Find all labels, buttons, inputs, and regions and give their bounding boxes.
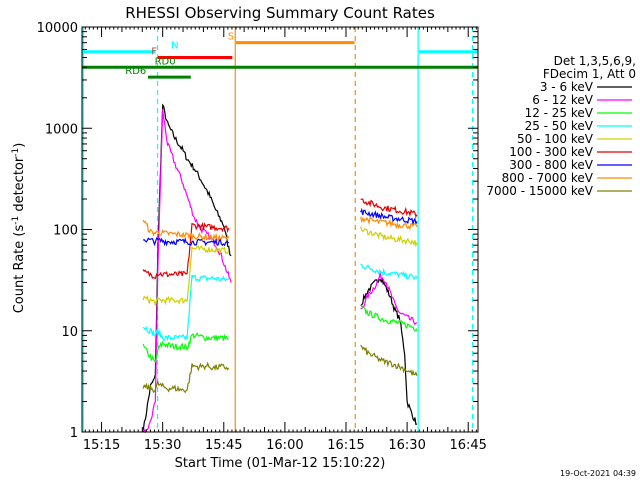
legend-label-3: 25 - 50 keV (525, 119, 594, 133)
legend-label-0: 3 - 6 keV (540, 80, 594, 94)
plot-area (82, 27, 474, 432)
series-line-7-seg-0 (142, 219, 230, 243)
axes: 1 10 100 1000 10000 15:15 15:30 15:45 16:00 16:15… (37, 21, 487, 453)
series-line-1-seg-1 (360, 272, 418, 326)
y-tick-label-0: 1 (70, 426, 78, 441)
legend-label-4: 50 - 100 keV (517, 132, 594, 146)
flag-label-s: S (228, 32, 234, 43)
y-axis-label-mid: detector (12, 156, 27, 216)
flag-label-n: N (171, 41, 178, 52)
y-tick-label-2: 100 (53, 224, 78, 239)
y-axis-label-end: ) (12, 143, 27, 148)
series-line-8-seg-1 (360, 344, 418, 376)
series-line-6-seg-1 (360, 207, 418, 226)
x-tick-label-1: 15:30 (144, 438, 181, 453)
legend-header-line-2: FDecim 1, Att 0 (543, 67, 636, 81)
legend-label-5: 100 - 300 keV (509, 145, 593, 159)
chart-title: RHESSI Observing Summary Count Rates (125, 4, 435, 22)
x-axis-label: Start Time (01-Mar-12 15:10:22) (175, 456, 386, 471)
series-line-4-seg-0 (142, 245, 230, 306)
flag-label-rd0: RD0 (155, 56, 176, 67)
x-tick-label-6: 16:45 (449, 438, 486, 453)
legend-label-1: 6 - 12 keV (532, 93, 594, 107)
legend-label-2: 12 - 25 keV (525, 106, 594, 120)
x-tick-label-0: 15:15 (83, 438, 120, 453)
flag-label-rd6: RD6 (125, 66, 146, 77)
series-line-8-seg-0 (142, 361, 230, 394)
legend-label-7: 800 - 7000 keV (502, 171, 594, 185)
legend-label-6: 300 - 800 keV (509, 158, 593, 172)
flag-label-f: F (151, 46, 157, 57)
y-axis-label: Count Rate (s-1 detector-1) (11, 143, 27, 314)
series-line-2-seg-1 (360, 304, 418, 332)
series-line-1-seg-0 (142, 108, 232, 434)
series-line-6-seg-0 (142, 236, 230, 247)
series-line-4-seg-1 (360, 226, 418, 248)
y-axis-label-sup1: -1 (11, 216, 21, 225)
y-axis-label-main: Count Rate (s (12, 225, 27, 314)
series-line-7-seg-1 (360, 216, 418, 231)
legend-label-8: 7000 - 15000 keV (486, 184, 593, 198)
x-tick-label-4: 16:15 (327, 438, 364, 453)
legend: Det 1,3,5,6,9, FDecim 1, Att 0 3 - 6 keV… (486, 54, 636, 198)
x-tick-label-5: 16:30 (388, 438, 425, 453)
x-tick-label-2: 15:45 (205, 438, 242, 453)
legend-header-line-1: Det 1,3,5,6,9, (554, 54, 636, 68)
footer-date: 19-Oct-2021 04:39 (560, 469, 636, 478)
series-line-3-seg-1 (360, 263, 418, 281)
x-tick-label-3: 16:00 (266, 438, 303, 453)
series-line-3-seg-0 (142, 274, 229, 342)
y-axis-label-sup2: -1 (11, 148, 21, 157)
series-line-5-seg-1 (360, 198, 418, 219)
y-tick-label-4: 10000 (37, 21, 78, 36)
series-line-0-seg-1 (360, 277, 418, 426)
series-line-5-seg-0 (142, 222, 230, 280)
series-lines (142, 103, 418, 434)
series-line-2-seg-0 (142, 332, 229, 363)
y-tick-label-3: 1000 (45, 122, 78, 137)
y-tick-label-1: 10 (61, 325, 78, 340)
